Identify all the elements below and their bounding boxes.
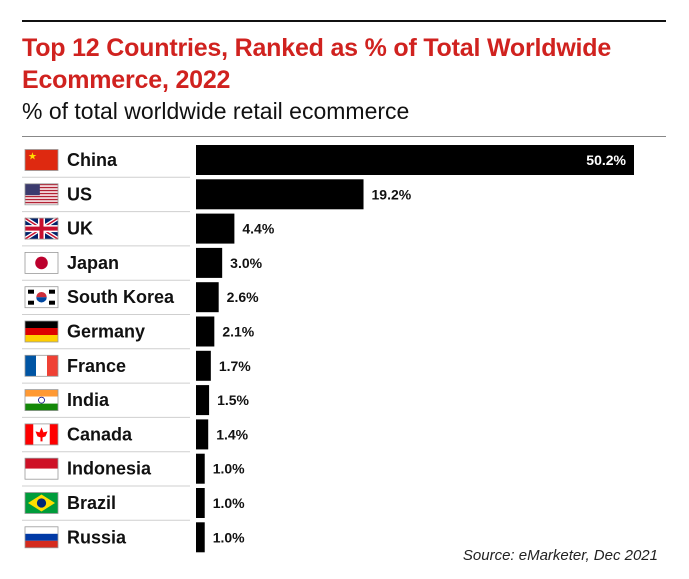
category-label-china: China: [67, 150, 118, 170]
bar-germany: [196, 316, 215, 347]
china-flag-icon: ★: [24, 149, 59, 171]
india-flag-icon: [24, 389, 59, 412]
bar-us: [196, 179, 364, 210]
value-label-india: 1.5%: [217, 392, 249, 408]
france-flag-icon: [24, 354, 59, 377]
bar-south-korea: [196, 282, 219, 313]
uk-flag-icon: [23, 216, 60, 241]
category-label-brazil: Brazil: [67, 493, 116, 513]
bar-china: [196, 145, 634, 175]
category-label-indonesia: Indonesia: [67, 459, 152, 479]
bar-uk: [196, 213, 235, 244]
category-label-uk: UK: [67, 219, 93, 239]
value-label-china: 50.2%: [586, 152, 626, 168]
value-label-canada: 1.4%: [216, 426, 248, 442]
bar-russia: [196, 522, 205, 553]
category-label-france: France: [67, 356, 126, 376]
value-label-us: 19.2%: [372, 186, 412, 202]
value-label-japan: 3.0%: [230, 255, 262, 271]
header-rule: [22, 136, 666, 137]
russia-flag-icon: [24, 526, 59, 549]
category-label-japan: Japan: [67, 253, 119, 273]
value-label-france: 1.7%: [219, 358, 251, 374]
top-rule: [22, 20, 666, 22]
bar-indonesia: [196, 453, 205, 484]
category-label-india: India: [67, 390, 110, 410]
value-label-russia: 1.0%: [213, 529, 245, 545]
category-label-russia: Russia: [67, 527, 127, 547]
value-label-south-korea: 2.6%: [227, 289, 259, 305]
category-label-us: US: [67, 184, 92, 204]
bar-brazil: [196, 488, 205, 518]
japan-flag-icon: [24, 251, 59, 274]
chart-subtitle: % of total worldwide retail ecommerce: [22, 98, 410, 124]
bar-canada: [196, 419, 209, 450]
germany-flag-icon: [24, 320, 59, 343]
value-label-brazil: 1.0%: [213, 495, 245, 511]
category-label-south-korea: South Korea: [67, 287, 175, 307]
indonesia-flag-icon: [24, 457, 59, 480]
south-korea-flag-icon: [24, 286, 59, 309]
bar-france: [196, 350, 211, 381]
us-flag-icon: [24, 183, 59, 206]
bar-india: [196, 385, 210, 416]
bar-japan: [196, 247, 223, 278]
category-label-canada: Canada: [67, 424, 133, 444]
svg-text:★: ★: [28, 152, 37, 163]
value-label-uk: 4.4%: [242, 221, 274, 237]
canada-flag-icon: [24, 423, 59, 446]
source-note: Source: eMarketer, Dec 2021: [462, 547, 658, 564]
value-label-indonesia: 1.0%: [213, 461, 245, 477]
category-label-germany: Germany: [67, 322, 145, 342]
chart-title: Top 12 Countries, Ranked as % of Total W…: [22, 34, 612, 94]
brazil-flag-icon: [24, 492, 59, 514]
value-label-germany: 2.1%: [222, 324, 254, 340]
